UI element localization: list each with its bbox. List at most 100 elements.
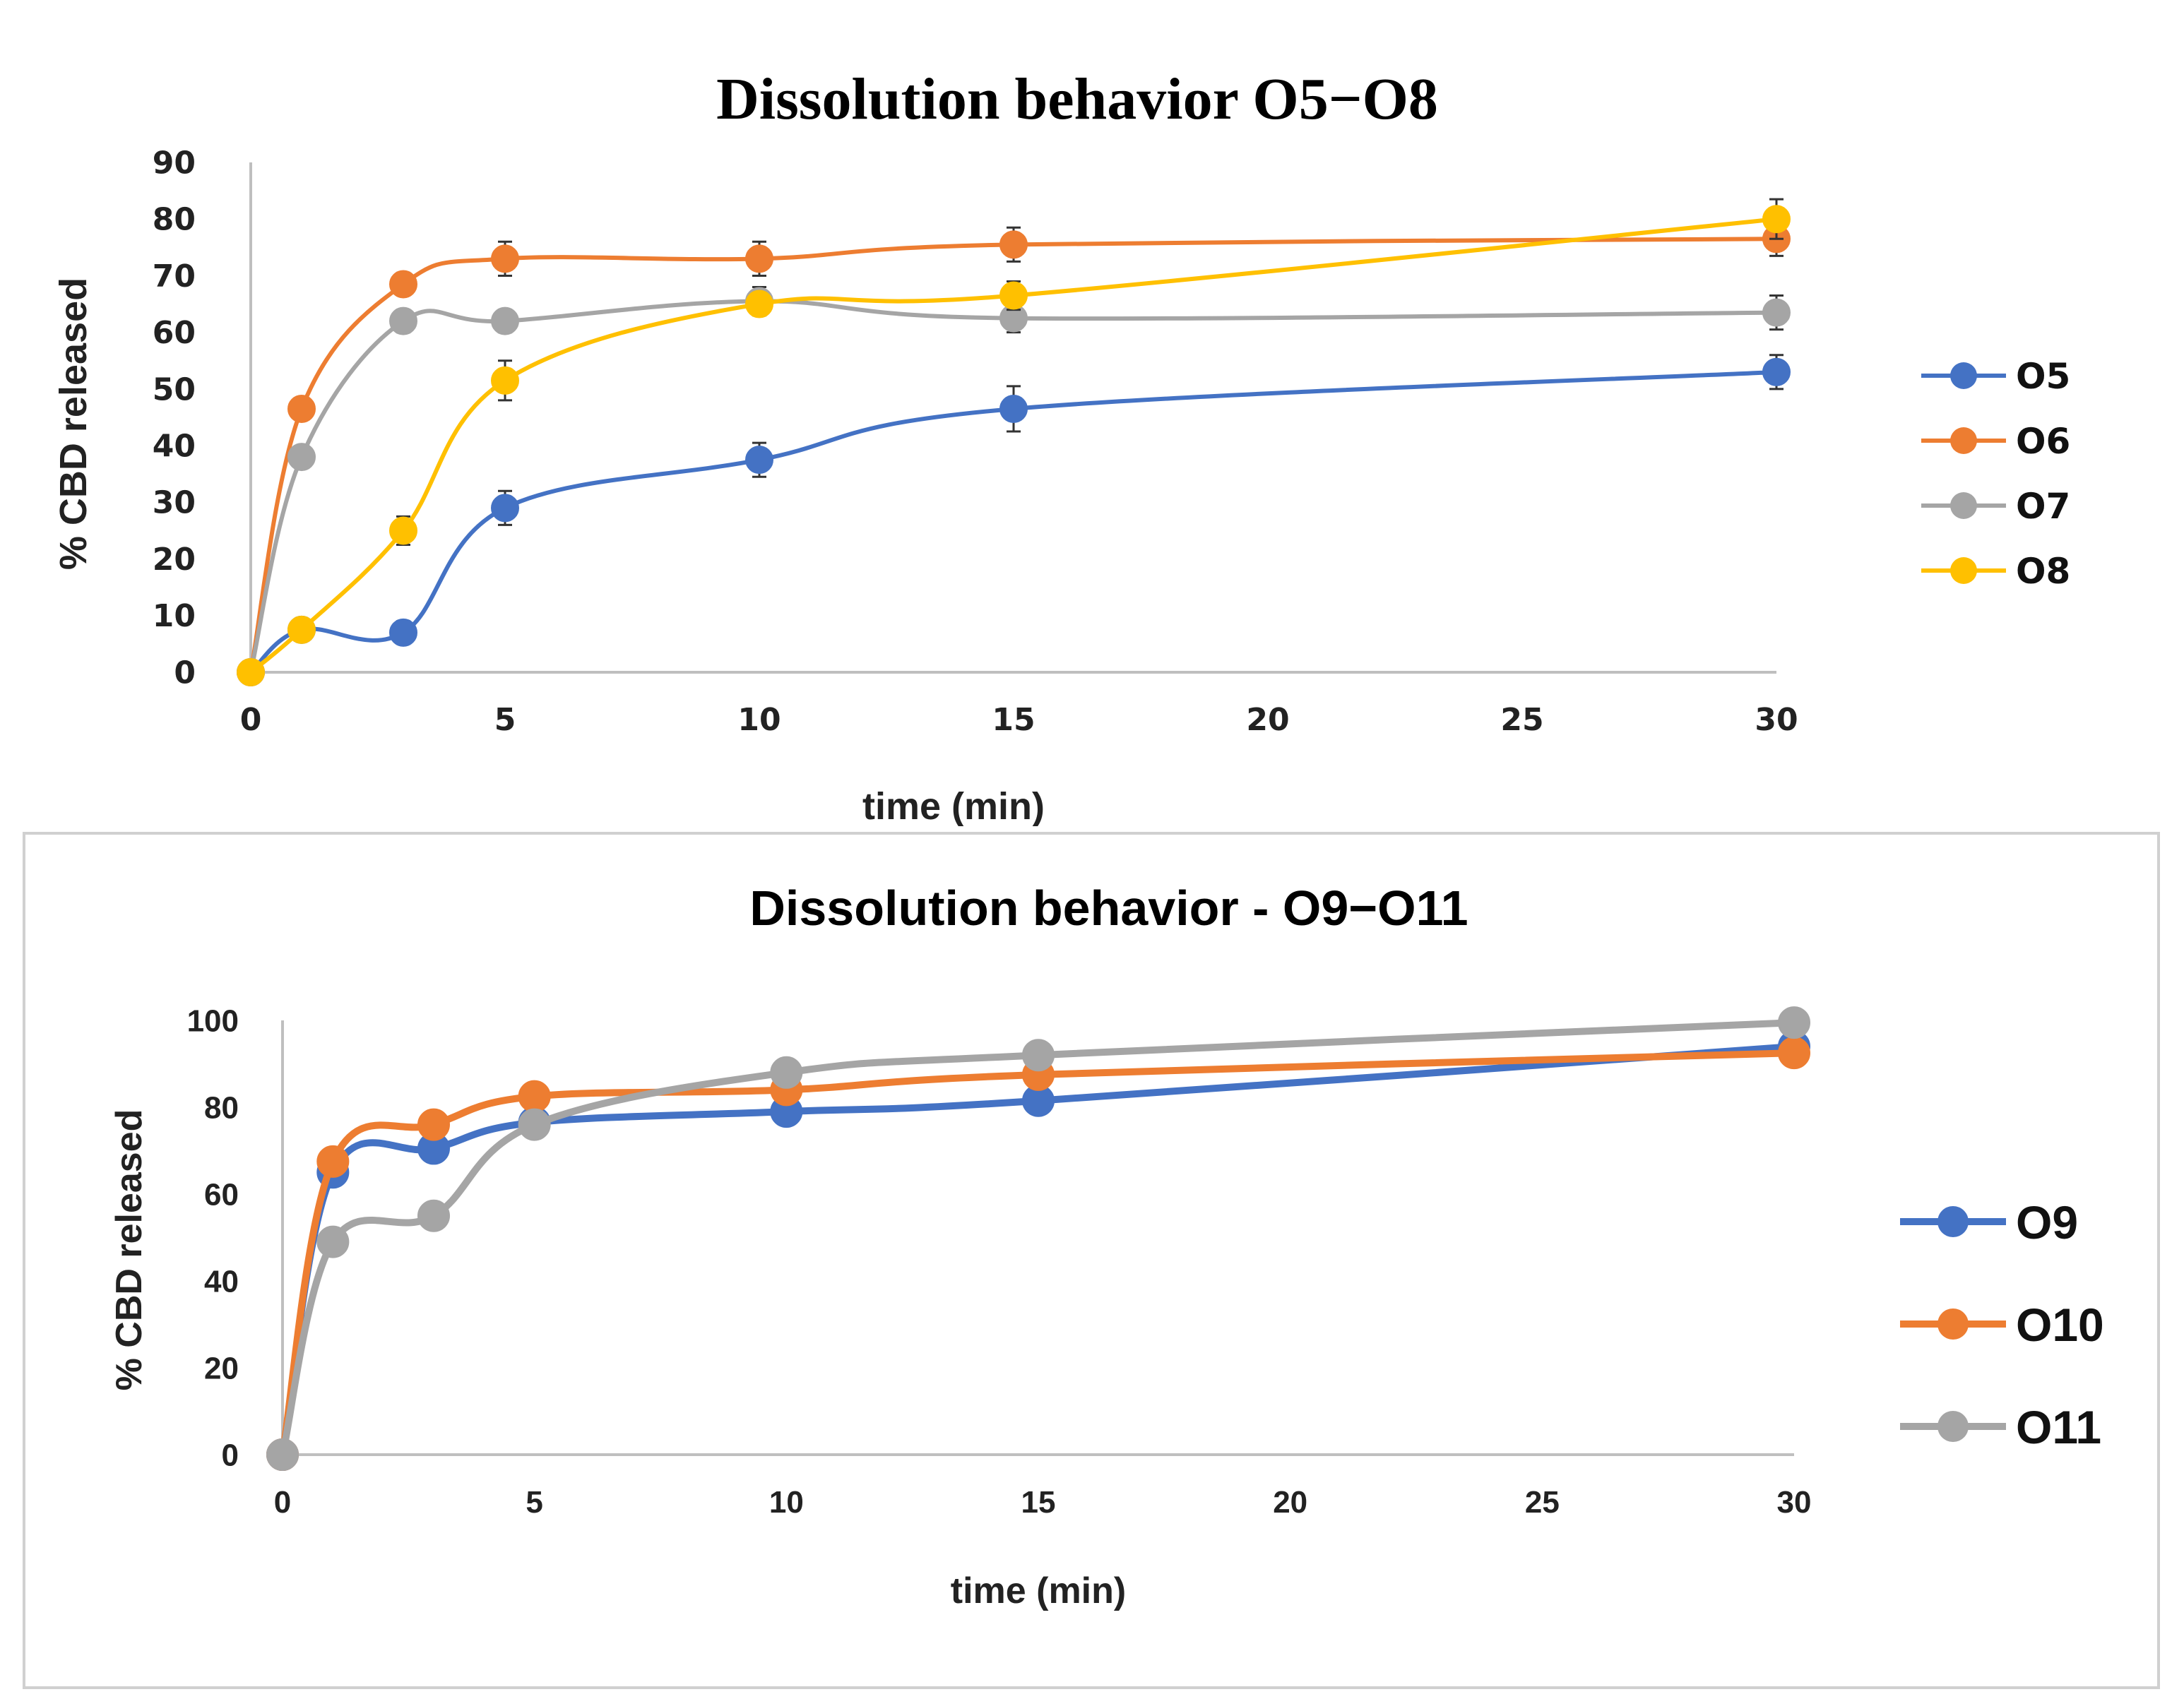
x-tick-label: 15: [992, 702, 1035, 738]
legend-label-o7: O7: [2016, 486, 2070, 527]
data-point: [1778, 1037, 1810, 1070]
chart-title: Dissolution behavior O5−O8: [716, 66, 1438, 132]
tick-labels: 0 20 40 60 80 100 0 5 10 15 20 25 30: [187, 1003, 1812, 1520]
data-point: [491, 244, 519, 273]
data-point: [389, 516, 417, 545]
y-axis-title: % CBD released: [109, 1109, 150, 1391]
x-axis-title: time (min): [951, 1570, 1126, 1611]
data-point: [237, 658, 265, 686]
y-tick-label: 100: [187, 1003, 239, 1038]
axes: [281, 1020, 1794, 1456]
y-tick-label: 20: [153, 542, 196, 578]
y-tick-label: 0: [222, 1438, 239, 1472]
series-line-o7: [249, 299, 1777, 673]
series-line-o5: [249, 369, 1777, 674]
data-point: [491, 306, 519, 335]
chart-svg-o9-o11: Dissolution behavior - O9−O11 time (min)…: [23, 832, 2160, 1689]
x-tick-label: 10: [769, 1485, 804, 1520]
x-tick-label: 0: [240, 702, 262, 738]
legend-label-o8: O8: [2016, 551, 2070, 592]
x-tick-label: 30: [1777, 1485, 1812, 1520]
data-point: [1762, 205, 1791, 234]
legend-label-o10: O10: [2016, 1299, 2104, 1351]
legend-marker-o10: [1937, 1308, 1969, 1340]
x-tick-label: 5: [526, 1485, 542, 1520]
x-tick-label: 25: [1525, 1485, 1560, 1520]
y-tick-label: 90: [153, 145, 196, 181]
chart-svg-o5-o8: Dissolution behavior O5−O8 time (min) % …: [52, 66, 2070, 828]
series-o8: [237, 198, 1791, 686]
legend: O5 O6 O7 O8: [1921, 356, 2070, 592]
y-tick-label: 80: [204, 1090, 239, 1125]
data-point: [745, 290, 773, 318]
y-tick-label: 60: [153, 315, 196, 351]
y-tick-label: 10: [153, 598, 196, 634]
data-point: [491, 494, 519, 523]
data-point: [287, 394, 316, 423]
y-tick-label: 0: [174, 655, 196, 691]
data-point: [316, 1225, 350, 1258]
series-group: [266, 1006, 1810, 1471]
data-point: [389, 306, 417, 335]
legend-marker-o9: [1937, 1206, 1969, 1237]
data-point: [518, 1108, 551, 1141]
series-o7: [237, 285, 1791, 686]
data-point: [999, 230, 1028, 259]
data-point: [287, 443, 316, 472]
chart-title: Dissolution behavior - O9−O11: [749, 881, 1468, 936]
x-tick-label: 15: [1021, 1485, 1056, 1520]
legend-label-o11: O11: [2016, 1401, 2101, 1453]
x-tick-label: 5: [494, 702, 516, 738]
legend-label-o9: O9: [2016, 1196, 2078, 1248]
data-point: [287, 615, 316, 644]
x-tick-label: 0: [274, 1485, 291, 1520]
data-point: [266, 1438, 299, 1471]
data-point: [491, 366, 519, 395]
x-tick-label: 20: [1273, 1485, 1307, 1520]
series-line-o8: [249, 217, 1777, 674]
legend-marker-o8: [1950, 557, 1977, 584]
legend-marker-o11: [1937, 1411, 1969, 1442]
y-tick-label: 70: [153, 258, 196, 294]
y-axis-title: % CBD released: [52, 278, 95, 570]
data-point: [518, 1080, 551, 1113]
data-point: [417, 1108, 450, 1141]
data-point: [1762, 357, 1791, 386]
data-point: [316, 1145, 350, 1178]
y-tick-label: 40: [153, 429, 196, 465]
data-point: [1762, 298, 1791, 327]
tick-labels: 0 10 20 30 40 50 60 70 80 90 0 5 10 15 20 25 30: [153, 145, 1798, 738]
legend-marker-o5: [1950, 362, 1977, 389]
y-tick-label: 60: [204, 1177, 239, 1212]
data-point: [417, 1199, 450, 1232]
x-tick-label: 10: [737, 702, 781, 738]
x-tick-label: 20: [1246, 702, 1289, 738]
axes: [249, 162, 1776, 674]
legend-label-o6: O6: [2016, 421, 2070, 462]
chart-panel-o5-o8: Dissolution behavior O5−O8 time (min) % …: [0, 0, 2184, 830]
data-point: [745, 244, 773, 273]
chart-frame: [23, 832, 2160, 1689]
legend-label-o5: O5: [2016, 356, 2070, 397]
series-o5: [237, 354, 1791, 686]
data-point: [999, 281, 1028, 310]
x-tick-label: 25: [1500, 702, 1543, 738]
data-point: [1778, 1006, 1810, 1039]
data-point: [745, 446, 773, 475]
series-o11: [266, 1006, 1810, 1471]
series-group: [237, 198, 1791, 686]
data-point: [1022, 1039, 1055, 1072]
y-tick-label: 50: [153, 371, 196, 407]
y-tick-label: 30: [153, 485, 196, 521]
chart-panel-o9-o11: Dissolution behavior - O9−O11 time (min)…: [0, 826, 2184, 1699]
data-point: [389, 270, 417, 299]
y-tick-label: 40: [204, 1264, 239, 1299]
x-tick-label: 30: [1755, 702, 1798, 738]
legend: O9 O10 O11: [1900, 1196, 2104, 1453]
legend-marker-o7: [1950, 492, 1977, 519]
data-point: [999, 394, 1028, 423]
data-point: [770, 1056, 803, 1089]
y-tick-label: 20: [204, 1351, 239, 1385]
y-tick-label: 80: [153, 202, 196, 238]
data-point: [389, 618, 417, 647]
